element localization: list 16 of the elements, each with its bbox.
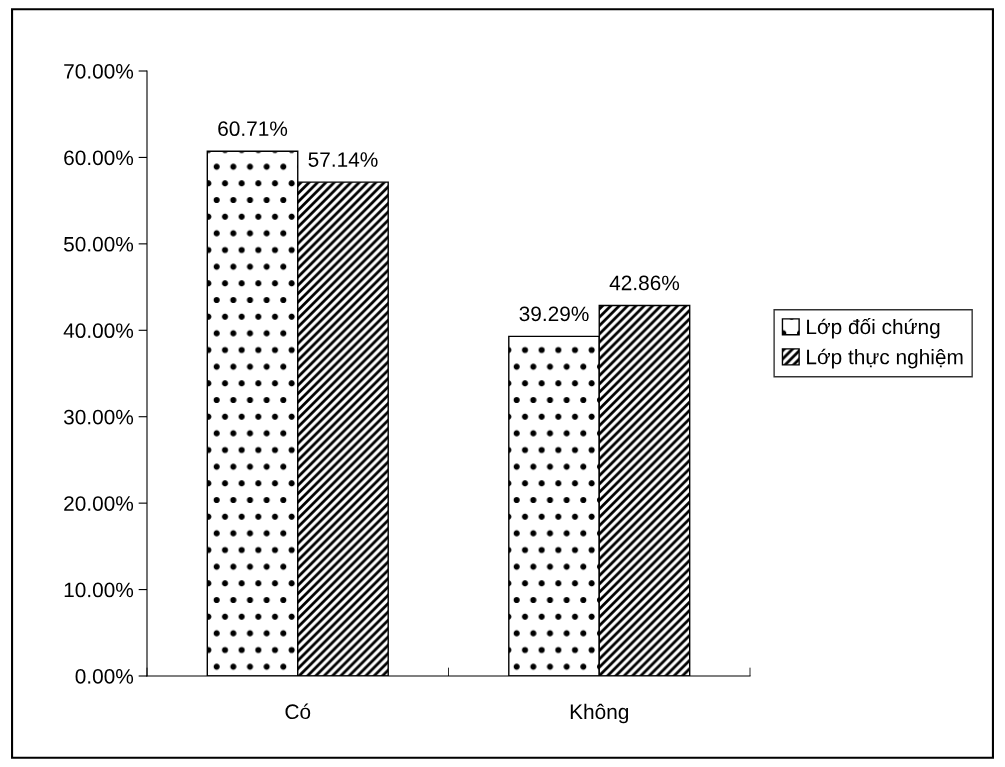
- y-tick-label: 50.00%: [63, 236, 134, 252]
- y-tick-label: 70.00%: [64, 64, 134, 79]
- legend-label: Lớp đối chứng: [807, 318, 940, 339]
- y-tick-label: 20.00%: [64, 496, 134, 511]
- data-label: 60.71%: [218, 121, 288, 137]
- legend-label: Lớp thực nghiệm: [807, 348, 963, 369]
- y-tick-label: 60.00%: [64, 150, 134, 166]
- data-label: 42.86%: [609, 275, 680, 291]
- y-tick-label: 0.00%: [75, 669, 134, 684]
- data-label: 57.14%: [308, 152, 378, 167]
- y-tick-label: 30.00%: [63, 409, 134, 425]
- y-tick-label: 10.00%: [64, 582, 134, 598]
- data-label: 39.29%: [519, 306, 589, 322]
- y-tick-label: 40.00%: [63, 323, 134, 339]
- x-tick-label: Không: [570, 703, 629, 724]
- x-tick-label: Có: [285, 703, 311, 720]
